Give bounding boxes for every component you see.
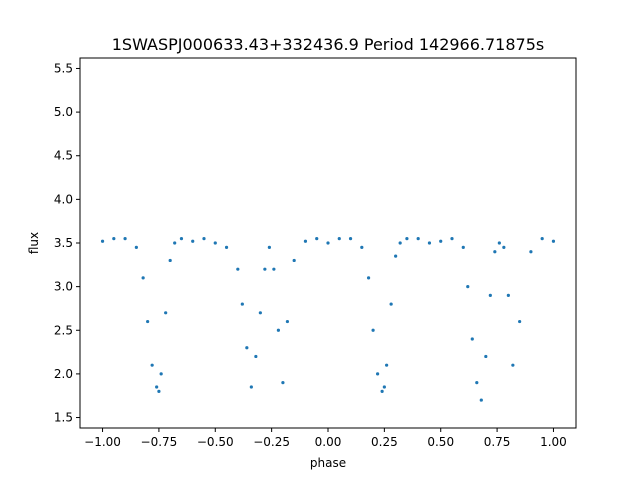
data-point xyxy=(484,354,488,359)
scatter-points xyxy=(100,237,556,402)
y-tick-label: 3.5 xyxy=(54,236,73,250)
data-point xyxy=(100,239,105,243)
data-point xyxy=(371,328,375,332)
data-point xyxy=(285,319,290,324)
data-point xyxy=(281,381,285,385)
data-point xyxy=(155,385,159,389)
data-point xyxy=(416,237,420,241)
data-point xyxy=(405,237,409,241)
data-point xyxy=(315,237,319,241)
data-point xyxy=(254,354,258,359)
data-point xyxy=(360,245,364,249)
data-point xyxy=(493,250,497,254)
y-tick-label: 5.5 xyxy=(54,61,73,75)
data-point xyxy=(173,241,177,245)
data-point xyxy=(466,285,470,289)
data-point xyxy=(134,245,138,249)
x-tick-label: 0.75 xyxy=(484,435,511,449)
x-tick-label: 0.00 xyxy=(315,435,342,449)
data-point xyxy=(202,237,206,241)
data-point xyxy=(150,363,154,367)
data-point xyxy=(551,239,556,243)
data-point xyxy=(191,239,195,243)
data-point xyxy=(475,381,479,385)
data-point xyxy=(258,311,262,315)
y-tick-label: 4.5 xyxy=(54,149,73,163)
data-point xyxy=(240,302,244,306)
data-point xyxy=(337,237,341,241)
data-point xyxy=(380,389,384,393)
data-point xyxy=(497,241,501,245)
data-point xyxy=(389,302,393,306)
data-point xyxy=(518,319,522,324)
data-point xyxy=(479,398,483,402)
data-point xyxy=(394,254,398,258)
x-axis-ticks: −1.00 −0.75 −0.50 −0.25 0.00 0.25 0.50 0.75 1.00 xyxy=(84,428,567,449)
data-point xyxy=(276,328,280,332)
data-point xyxy=(146,319,150,324)
data-point xyxy=(529,250,533,254)
data-point xyxy=(303,239,308,243)
data-point xyxy=(488,293,492,297)
data-point xyxy=(427,241,432,245)
data-point xyxy=(213,241,217,245)
data-point xyxy=(461,245,465,249)
data-point xyxy=(179,237,184,241)
x-tick-label: 0.50 xyxy=(427,435,454,449)
data-point xyxy=(123,237,127,241)
data-point xyxy=(168,258,172,263)
y-tick-label: 3.0 xyxy=(54,280,73,294)
data-point xyxy=(112,237,116,241)
data-point xyxy=(366,276,371,280)
y-axis-label: flux xyxy=(27,232,41,254)
x-tick-label: −0.75 xyxy=(141,435,178,449)
data-point xyxy=(249,385,253,389)
data-point xyxy=(267,245,271,249)
data-point xyxy=(540,237,544,241)
data-point xyxy=(385,363,389,367)
data-point xyxy=(506,293,510,297)
y-axis-ticks: 1.5 2.0 2.5 3.0 3.5 4.0 4.5 5.0 5.5 xyxy=(54,61,80,425)
x-tick-label: −0.50 xyxy=(197,435,234,449)
y-tick-label: 2.5 xyxy=(54,323,73,337)
y-tick-label: 1.5 xyxy=(54,411,73,425)
x-tick-label: −0.25 xyxy=(253,435,290,449)
data-point xyxy=(272,267,276,271)
x-tick-label: 0.25 xyxy=(371,435,398,449)
data-point xyxy=(159,372,163,376)
data-point xyxy=(382,385,386,389)
data-point xyxy=(292,258,296,263)
y-tick-label: 2.0 xyxy=(54,367,73,381)
data-point xyxy=(224,245,229,249)
data-point xyxy=(164,311,168,315)
chart-title: 1SWASPJ000633.43+332436.9 Period 142966.… xyxy=(112,35,544,54)
data-point xyxy=(141,276,145,280)
data-point xyxy=(236,267,240,271)
data-point xyxy=(157,389,161,393)
x-tick-label: 1.00 xyxy=(540,435,567,449)
data-point xyxy=(376,372,380,376)
x-tick-label: −1.00 xyxy=(84,435,121,449)
data-point xyxy=(511,363,515,367)
data-point xyxy=(439,239,443,243)
data-point xyxy=(348,237,353,241)
data-point xyxy=(245,346,249,350)
x-axis-label: phase xyxy=(310,456,346,470)
y-tick-label: 5.0 xyxy=(54,105,73,119)
data-point xyxy=(398,241,402,245)
data-point xyxy=(450,237,454,241)
data-point xyxy=(502,245,506,249)
data-point xyxy=(326,241,330,245)
data-point xyxy=(263,267,267,271)
y-tick-label: 4.0 xyxy=(54,192,73,206)
data-point xyxy=(470,337,474,341)
